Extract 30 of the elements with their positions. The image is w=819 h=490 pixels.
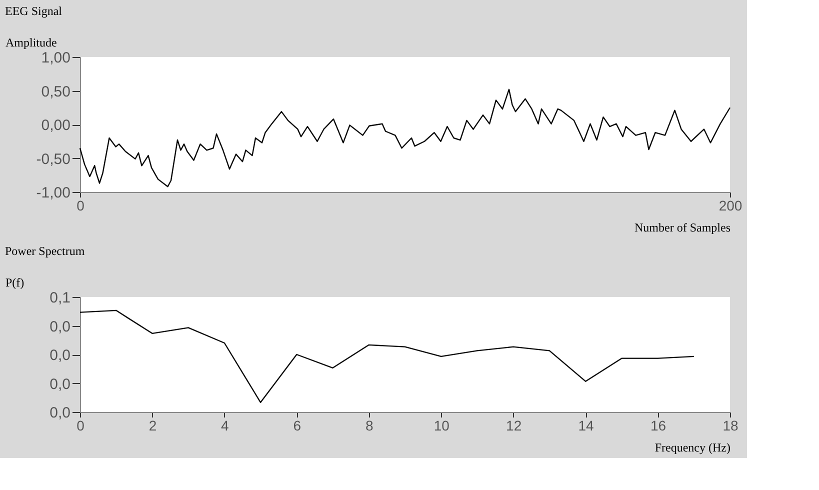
y-tick-label: 1,00 (41, 50, 70, 66)
x-tick-label: 10 (434, 418, 450, 434)
x-tick-label: 12 (506, 418, 522, 434)
y-tick-label: -1,00 (36, 184, 70, 202)
y-tick-label: 0,0 (50, 376, 70, 393)
x-tick-label: 14 (578, 418, 594, 434)
line-series (79, 88, 731, 188)
y-axis-title: Amplitude (6, 36, 57, 50)
x-tick-label: 18 (722, 418, 738, 434)
x-tick-label: 0 (76, 198, 85, 214)
y-axis-title: P(f) (6, 276, 24, 290)
x-tick-label: 6 (293, 418, 302, 434)
line-series (79, 310, 694, 404)
y-tick-label: -0,50 (36, 150, 70, 168)
y-tick-label: 0,0 (50, 318, 70, 336)
x-tick-label: 2 (148, 418, 157, 434)
y-tick-label: 0,00 (41, 117, 70, 134)
chart-title: Power Spectrum (5, 244, 86, 258)
x-tick-label: 200 (718, 198, 742, 214)
y-tick-label: 0,0 (50, 404, 70, 422)
x-tick-label: 0 (76, 418, 85, 434)
x-tick-label: 16 (650, 418, 666, 434)
y-tick-label: 0,50 (41, 83, 70, 100)
x-tick-label: 4 (221, 418, 230, 434)
y-tick-label: 0,1 (50, 290, 70, 306)
x-tick-label: 8 (365, 418, 374, 434)
y-tick-label: 0,0 (50, 347, 70, 364)
x-axis-title: Number of Samples (634, 220, 731, 234)
x-axis-title: Frequency (Hz) (654, 440, 730, 454)
chart-title: EEG Signal (5, 4, 63, 18)
